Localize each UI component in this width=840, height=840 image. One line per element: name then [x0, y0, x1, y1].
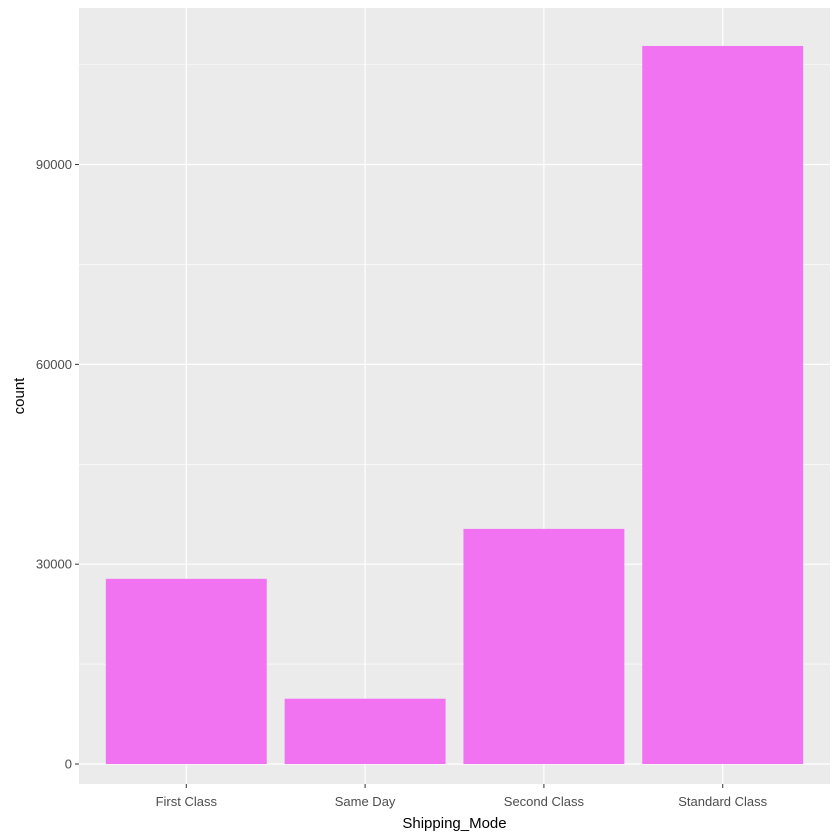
bar-first-class [105, 578, 267, 765]
bar-standard-class [642, 45, 804, 765]
x-tick-label: First Class [156, 794, 218, 809]
y-axis-ticks: 0 30000 60000 90000 [36, 157, 79, 772]
y-tick-label: 0 [65, 757, 72, 772]
x-axis-title: Shipping_Mode [402, 815, 506, 832]
y-tick-label: 30000 [36, 557, 72, 572]
y-tick-label: 60000 [36, 357, 72, 372]
x-tick-label: Same Day [335, 794, 396, 809]
bar-second-class [463, 528, 625, 765]
bars [105, 45, 804, 765]
bar-same-day [284, 698, 446, 765]
x-tick-label: Standard Class [678, 794, 767, 809]
y-axis-title: count [11, 377, 28, 415]
x-axis-ticks: First Class Same Day Second Class Standard … [156, 784, 768, 809]
y-tick-label: 90000 [36, 157, 72, 172]
x-tick-label: Second Class [504, 794, 585, 809]
